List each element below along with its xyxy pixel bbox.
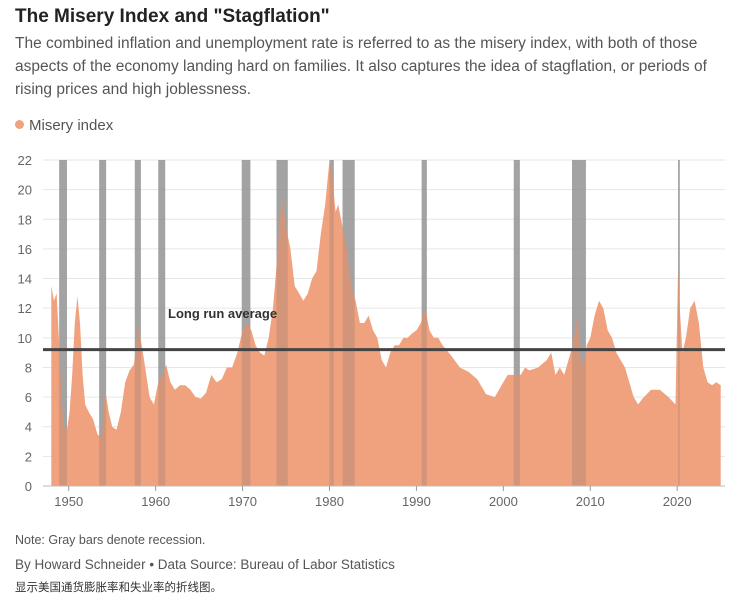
recession-bar-2 xyxy=(134,160,141,486)
area-layer xyxy=(51,160,721,486)
y-tick-label: 2 xyxy=(25,449,32,464)
recession-bar-3 xyxy=(158,160,166,486)
recession-overlay-5 xyxy=(276,160,288,486)
recession-overlay-8 xyxy=(421,160,427,486)
x-tick-label: 2020 xyxy=(663,494,692,509)
chart-subtitle: The combined inflation and unemployment … xyxy=(15,35,707,98)
recession-overlay-11 xyxy=(678,160,680,486)
legend-label: Misery index xyxy=(29,117,114,134)
y-tick-label: 6 xyxy=(25,390,32,405)
recession-overlay-9 xyxy=(513,160,520,486)
x-tick-label: 1970 xyxy=(228,494,257,509)
recession-overlay-3 xyxy=(158,160,166,486)
misery-index-chart: 0 2 4 6 8 10 12 14 16 18 20 22 1950 1960 1970 1980 1990… xyxy=(18,153,725,509)
y-axis: 0 2 4 6 8 10 12 14 16 18 20 22 xyxy=(18,153,725,494)
x-tick-label: 2010 xyxy=(576,494,605,509)
recession-bar-0 xyxy=(59,160,67,486)
recession-bar-1 xyxy=(99,160,107,486)
y-tick-label: 10 xyxy=(18,331,32,346)
x-tick-label: 1980 xyxy=(315,494,344,509)
recession-overlay-6 xyxy=(329,160,334,486)
y-tick-label: 8 xyxy=(25,360,32,375)
recession-overlay-7 xyxy=(342,160,355,486)
recession-overlay-2 xyxy=(134,160,141,486)
x-tick-label: 1950 xyxy=(54,494,83,509)
y-tick-label: 12 xyxy=(18,301,32,316)
footer-credit: By Howard Schneider • Data Source: Burea… xyxy=(15,557,395,572)
y-tick-label: 4 xyxy=(25,420,32,435)
x-tick-label: 1960 xyxy=(141,494,170,509)
recession-overlay-0 xyxy=(59,160,67,486)
overlay-layer xyxy=(59,160,680,486)
misery-index-area xyxy=(51,160,721,486)
x-tick-label: 1990 xyxy=(402,494,431,509)
long-run-average-label: Long run average xyxy=(168,306,277,321)
footer-caption: 显示美国通货膨胀率和失业率的折线图。 xyxy=(15,582,222,594)
y-tick-label: 22 xyxy=(18,153,32,168)
y-tick-label: 18 xyxy=(18,212,32,227)
recession-overlay-4 xyxy=(241,160,251,486)
average-layer: Long run average xyxy=(43,306,725,352)
y-tick-label: 16 xyxy=(18,242,32,257)
chart-title: The Misery Index and "Stagflation" xyxy=(15,6,330,27)
footer-note: Note: Gray bars denote recession. xyxy=(15,533,206,547)
y-tick-label: 0 xyxy=(25,479,32,494)
recession-bar-4 xyxy=(241,160,251,486)
legend-swatch xyxy=(15,120,24,129)
y-tick-label: 20 xyxy=(18,183,32,198)
recession-overlay-1 xyxy=(99,160,107,486)
legend: Misery index xyxy=(15,117,113,134)
x-tick-label: 2000 xyxy=(489,494,518,509)
x-axis: 1950 1960 1970 1980 1990 2000 2010 2020 xyxy=(54,486,692,509)
recession-bar-9 xyxy=(513,160,520,486)
recession-overlay-10 xyxy=(572,160,586,486)
y-tick-label: 14 xyxy=(18,272,32,287)
